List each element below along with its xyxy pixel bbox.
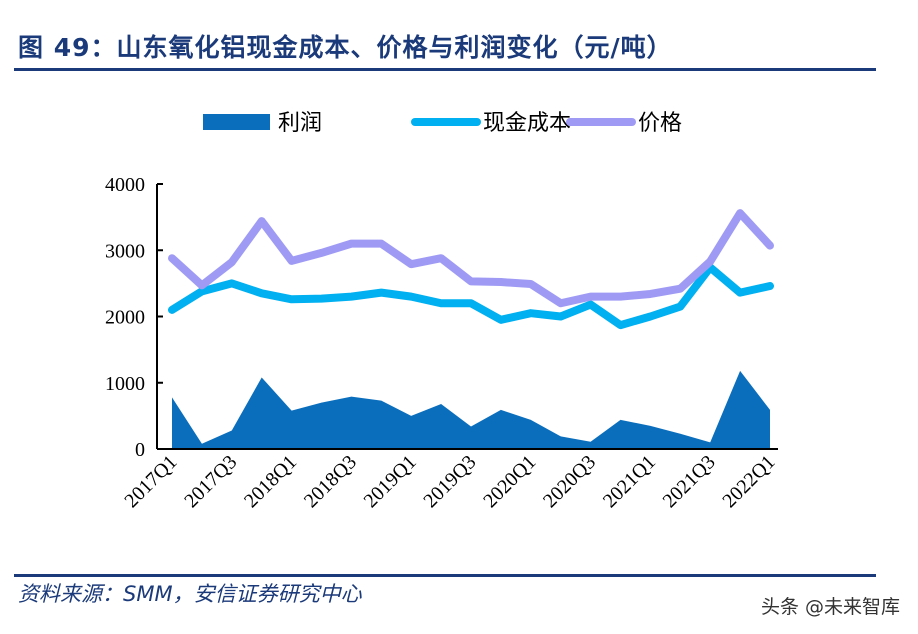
x-tick-label: 2017Q3 — [180, 451, 241, 512]
x-tick-label: 2018Q3 — [300, 451, 361, 512]
watermark: 头条 @未来智库 — [760, 596, 900, 618]
x-tick-label: 2019Q1 — [360, 451, 421, 512]
x-tick-label: 2022Q1 — [718, 451, 779, 512]
source-rule — [14, 574, 876, 577]
x-tick-label: 2020Q3 — [539, 451, 600, 512]
y-tick-label: 1000 — [105, 373, 145, 395]
x-tick-label: 2018Q1 — [240, 451, 301, 512]
y-tick-label: 2000 — [105, 307, 145, 329]
legend-label: 价格 — [638, 111, 682, 136]
x-tick-label: 2021Q1 — [599, 451, 660, 512]
series-line-1 — [168, 263, 774, 330]
x-tick-label: 2021Q3 — [659, 451, 720, 512]
legend-label: 现金成本 — [483, 111, 571, 136]
figure-title: 图 49：山东氧化铝现金成本、价格与利润变化（元/吨） — [18, 33, 673, 62]
x-tick-label: 2020Q1 — [479, 451, 540, 512]
title-rule — [14, 68, 876, 71]
series-area-profit — [172, 370, 770, 449]
source-note: 资料来源：SMM，安信证券研究中心 — [18, 582, 362, 606]
legend-label: 利润 — [278, 111, 322, 136]
x-tick-label: 2017Q1 — [120, 451, 181, 512]
y-tick-label: 0 — [135, 439, 145, 461]
legend-swatch-area — [203, 114, 270, 130]
y-tick-label: 3000 — [105, 240, 145, 262]
y-tick-label: 4000 — [105, 174, 145, 196]
x-tick-label: 2019Q3 — [419, 451, 480, 512]
